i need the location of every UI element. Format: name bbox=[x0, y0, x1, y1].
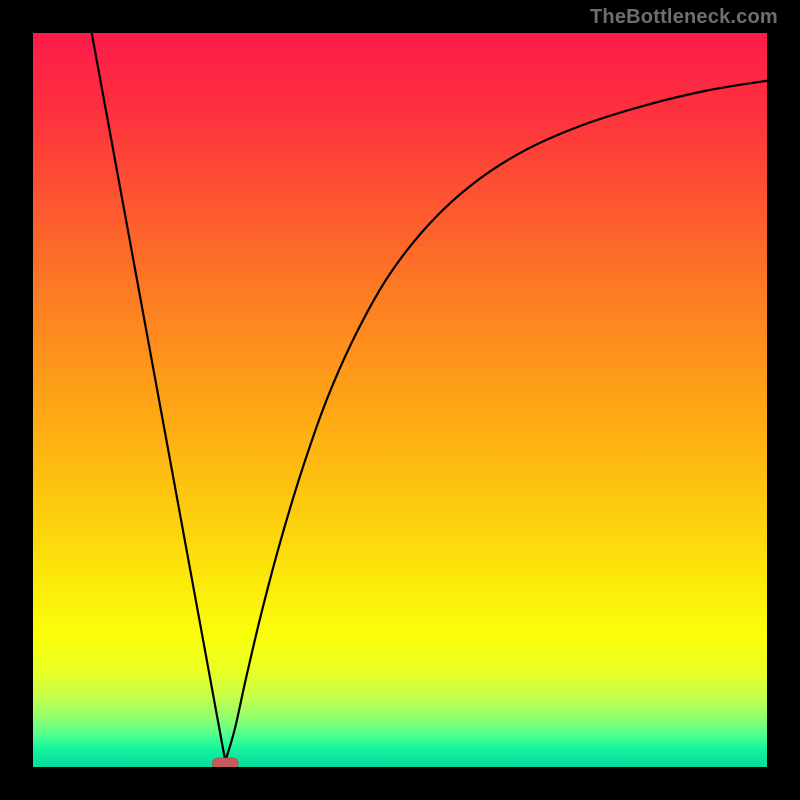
optimal-marker bbox=[212, 758, 238, 767]
watermark-text: TheBottleneck.com bbox=[590, 6, 778, 29]
gradient-background bbox=[33, 33, 767, 767]
plot-area bbox=[33, 33, 767, 767]
plot-svg bbox=[33, 33, 767, 767]
